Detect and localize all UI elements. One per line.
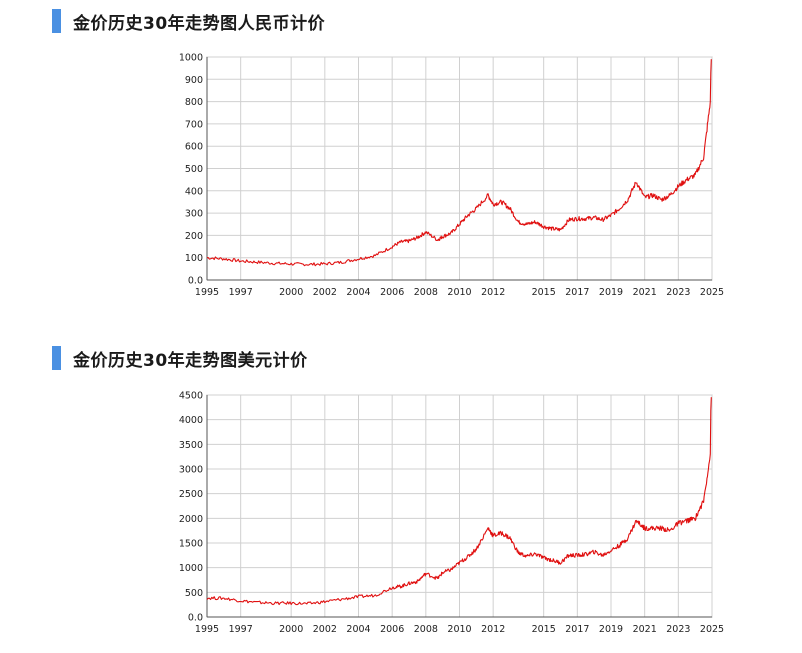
y-tick-label: 2000 — [179, 514, 203, 525]
section-title-text: 金价历史30年走势图美元计价 — [73, 350, 308, 371]
x-tick-label: 2023 — [666, 624, 690, 635]
y-tick-label: 1500 — [179, 539, 203, 550]
x-tick-label: 2004 — [346, 624, 370, 635]
y-tick-label: 500 — [185, 588, 203, 599]
x-tick-label: 2000 — [279, 287, 303, 298]
y-tick-label: 1000 — [179, 563, 203, 574]
x-tick-label: 2006 — [380, 624, 404, 635]
x-tick-label: 2025 — [700, 624, 724, 635]
price-series-line — [206, 59, 712, 267]
x-tick-label: 1995 — [195, 287, 219, 298]
x-tick-label: 2025 — [700, 287, 724, 298]
price-series-line — [206, 397, 712, 606]
x-tick-label: 2008 — [414, 287, 438, 298]
x-tick-label: 2000 — [279, 624, 303, 635]
y-tick-label: 0.0 — [188, 613, 203, 624]
x-tick-label: 1997 — [229, 624, 253, 635]
x-tick-label: 2006 — [380, 287, 404, 298]
section-title-text: 金价历史30年走势图人民币计价 — [73, 13, 326, 34]
y-tick-label: 4500 — [179, 391, 203, 402]
x-tick-label: 2017 — [565, 287, 589, 298]
x-tick-label: 2015 — [532, 624, 556, 635]
x-tick-label: 1995 — [195, 624, 219, 635]
y-tick-label: 2500 — [179, 489, 203, 500]
x-tick-label: 2012 — [481, 287, 505, 298]
x-tick-label: 1997 — [229, 287, 253, 298]
x-tick-label: 2021 — [633, 287, 657, 298]
y-tick-label: 1000 — [179, 53, 203, 64]
x-tick-label: 2012 — [481, 624, 505, 635]
y-tick-label: 100 — [185, 253, 203, 264]
x-tick-label: 2019 — [599, 287, 623, 298]
x-tick-label: 2019 — [599, 624, 623, 635]
y-tick-label: 300 — [185, 209, 203, 220]
y-tick-label: 3500 — [179, 440, 203, 451]
x-tick-label: 2002 — [313, 624, 337, 635]
section-title-usd: 金价历史30年走势图美元计价 — [52, 346, 308, 371]
y-tick-label: 4000 — [179, 415, 203, 426]
x-tick-label: 2010 — [447, 624, 471, 635]
y-tick-label: 3000 — [179, 465, 203, 476]
section-title-cny: 金价历史30年走势图人民币计价 — [52, 9, 326, 34]
y-tick-label: 600 — [185, 142, 203, 153]
y-tick-label: 500 — [185, 164, 203, 175]
y-tick-label: 700 — [185, 119, 203, 130]
section-accent-bar — [52, 346, 61, 370]
section-accent-bar — [52, 9, 61, 33]
y-tick-label: 0.0 — [188, 276, 203, 287]
x-tick-label: 2004 — [346, 287, 370, 298]
section-cny: 金价历史30年走势图人民币计价 1000 900 800 700 600 500 400 30… — [0, 0, 802, 320]
y-tick-label: 800 — [185, 97, 203, 108]
x-tick-label: 2010 — [447, 287, 471, 298]
x-tick-label: 2023 — [666, 287, 690, 298]
x-tick-label: 2008 — [414, 624, 438, 635]
x-tick-label: 2017 — [565, 624, 589, 635]
x-tick-label: 2002 — [313, 287, 337, 298]
x-tick-label: 2021 — [633, 624, 657, 635]
y-tick-label: 200 — [185, 231, 203, 242]
x-tick-label: 2015 — [532, 287, 556, 298]
y-tick-label: 400 — [185, 186, 203, 197]
y-tick-label: 900 — [185, 75, 203, 86]
